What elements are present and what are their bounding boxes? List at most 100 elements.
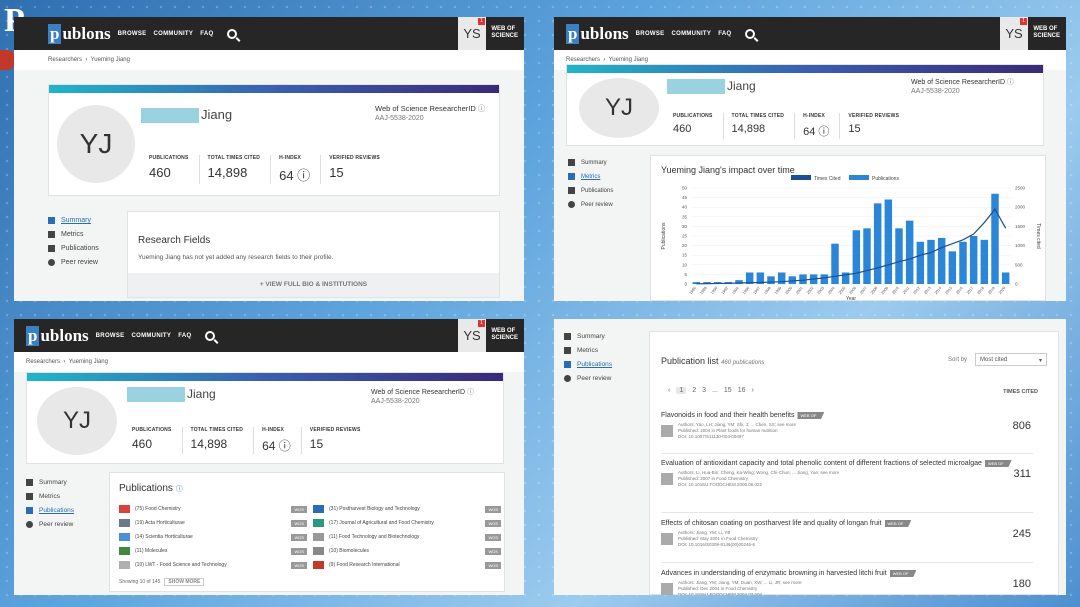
bar-publications bbox=[692, 282, 701, 284]
page-link[interactable]: ‹ bbox=[668, 387, 671, 394]
breadcrumb-researchers[interactable]: Researchers bbox=[48, 57, 83, 63]
nav-faq[interactable]: FAQ bbox=[178, 332, 192, 339]
user-avatar[interactable]: YS 1 bbox=[458, 319, 486, 352]
journal-row[interactable]: (75) Food Chemistry WOS bbox=[119, 504, 307, 514]
sidebar-item-metrics[interactable]: Metrics bbox=[568, 173, 613, 180]
show-more-button[interactable]: SHOW MORE bbox=[164, 578, 205, 586]
sidebar-item-peer-review[interactable]: Peer review bbox=[564, 375, 612, 382]
sidebar-item-metrics[interactable]: Metrics bbox=[48, 231, 99, 238]
sidebar-item-metrics[interactable]: Metrics bbox=[564, 347, 612, 354]
journal-thumbnail-icon bbox=[661, 473, 673, 485]
sidebar-item-metrics[interactable]: Metrics bbox=[26, 493, 74, 500]
grid-icon bbox=[48, 217, 55, 224]
corner-marker bbox=[0, 50, 14, 70]
wos-badge: WEB OF bbox=[889, 570, 917, 577]
sidebar-item-publications[interactable]: Publications bbox=[48, 245, 99, 252]
journal-row[interactable]: (31) Postharvest Biology and Technology W… bbox=[313, 504, 501, 514]
bar-publications bbox=[788, 276, 797, 284]
sidebar-nav: Summary Metrics Publications Peer review bbox=[568, 159, 613, 215]
y-tick-label: 45 bbox=[682, 195, 688, 200]
journal-grid: (75) Food Chemistry WOS (31) Postharvest B… bbox=[119, 504, 501, 570]
journal-row[interactable]: (14) Scientia Horticulturae WOS bbox=[119, 532, 307, 542]
sidebar-item-publications[interactable]: Publications bbox=[568, 187, 613, 194]
page-link[interactable]: ... bbox=[712, 387, 718, 394]
legend-label-publications: Publications bbox=[872, 176, 899, 182]
times-cited-value: 180 bbox=[1012, 578, 1031, 590]
user-avatar[interactable]: YS 1 bbox=[458, 17, 486, 50]
search-icon[interactable] bbox=[227, 28, 238, 39]
publication-doi[interactable]: DOI: 10.1016/J.FOODCHEM.2006.06.022 bbox=[678, 482, 763, 487]
journal-row[interactable]: (9) Food Research International WOS bbox=[313, 560, 501, 570]
grid-icon bbox=[564, 333, 571, 340]
journal-row[interactable]: (10) LWT - Food Science and Technology WO… bbox=[119, 560, 307, 570]
profile-name: Jiang bbox=[127, 387, 216, 403]
bar-publications bbox=[905, 220, 914, 284]
breadcrumb: Researchers › Yueming Jiang bbox=[14, 50, 524, 70]
bar-publications bbox=[969, 236, 978, 284]
publication-doi[interactable]: DOI: 10.1016/J.FOODCHEM.2004.02.004 bbox=[678, 592, 763, 595]
y-tick-label: 15 bbox=[682, 253, 688, 258]
nav-browse[interactable]: BROWSE bbox=[95, 332, 125, 339]
wos-link[interactable]: WEB OF SCIENCE bbox=[491, 328, 518, 341]
journal-row[interactable]: (11) Food Technology and Biotechnology WO… bbox=[313, 532, 501, 542]
nav-community[interactable]: COMMUNITY bbox=[153, 30, 194, 37]
profile-stats: PUBLICATIONS 460 TOTAL TIMES CITED 14,898 … bbox=[149, 155, 380, 184]
x-tick-label: 2011 bbox=[902, 286, 910, 295]
journal-logo-icon bbox=[313, 561, 324, 569]
sidebar-item-publications[interactable]: Publications bbox=[26, 507, 74, 514]
sidebar-item-peer-review[interactable]: Peer review bbox=[48, 259, 99, 266]
breadcrumb-researchers[interactable]: Researchers bbox=[566, 57, 601, 63]
nav-browse[interactable]: BROWSE bbox=[117, 30, 147, 37]
publons-logo[interactable]: p ublons bbox=[48, 23, 111, 44]
search-icon[interactable] bbox=[745, 28, 756, 39]
publications-fields-card: Publications ⓘ (75) Food Chemistry WOS (31… bbox=[109, 472, 505, 592]
publication-title[interactable]: Advances in understanding of enzymatic b… bbox=[661, 570, 887, 577]
nav-faq[interactable]: FAQ bbox=[718, 30, 732, 37]
wos-link[interactable]: WEB OF SCIENCE bbox=[1033, 26, 1060, 39]
journal-row[interactable]: (19) Acta Horticulturae WOS bbox=[119, 518, 307, 528]
page-link[interactable]: 3 bbox=[702, 387, 707, 394]
publons-logo[interactable]: p ublons bbox=[566, 23, 629, 44]
publication-title[interactable]: Flavonoids in food and their health bene… bbox=[661, 412, 795, 419]
nav-community[interactable]: COMMUNITY bbox=[671, 30, 712, 37]
bar-chart-icon bbox=[564, 347, 571, 354]
journal-row[interactable]: (11) Molecules WOS bbox=[119, 546, 307, 556]
sidebar-item-summary[interactable]: Summary bbox=[564, 333, 612, 340]
sidebar-item-summary[interactable]: Summary bbox=[568, 159, 613, 166]
publons-logo[interactable]: p ublons bbox=[26, 325, 89, 346]
page-link[interactable]: 2 bbox=[692, 387, 697, 394]
publication-list-card: Publication list 460 publications Sort b… bbox=[649, 331, 1059, 595]
times-cited-value: 311 bbox=[1013, 468, 1031, 480]
sidebar-item-publications[interactable]: Publications bbox=[564, 361, 612, 368]
publication-title[interactable]: Effects of chitosan coating on postharve… bbox=[661, 520, 882, 527]
sidebar-item-summary[interactable]: Summary bbox=[48, 217, 99, 224]
publication-doi[interactable]: DOI: 10.1007/S11130-004-00497 bbox=[678, 434, 744, 439]
profile-banner bbox=[49, 85, 499, 93]
page-link[interactable]: 1 bbox=[676, 387, 687, 394]
journal-row[interactable]: (10) Biomolecules WOS bbox=[313, 546, 501, 556]
page-link[interactable]: › bbox=[751, 387, 754, 394]
view-full-bio-button[interactable]: + VIEW FULL BIO & INSTITUTIONS bbox=[128, 273, 499, 297]
sort-select[interactable]: Most cited ▾ bbox=[975, 353, 1047, 366]
grid-icon bbox=[26, 479, 33, 486]
search-icon[interactable] bbox=[205, 330, 216, 341]
breadcrumb-researchers[interactable]: Researchers bbox=[26, 359, 61, 365]
publication-title[interactable]: Evaluation of antioxidant capacity and t… bbox=[661, 460, 982, 467]
nav-browse[interactable]: BROWSE bbox=[635, 30, 665, 37]
page-link[interactable]: 15 bbox=[723, 387, 732, 394]
user-avatar[interactable]: YS 1 bbox=[1000, 17, 1028, 50]
sidebar-item-peer-review[interactable]: Peer review bbox=[26, 521, 74, 528]
journal-logo-icon bbox=[119, 561, 130, 569]
y-tick-label: 50 bbox=[682, 186, 688, 191]
wos-link[interactable]: WEB OF SCIENCE bbox=[491, 26, 518, 39]
publication-doi[interactable]: DOI: 10.1016/S0308-8146(00)00246-6 bbox=[678, 542, 756, 547]
nav-community[interactable]: COMMUNITY bbox=[131, 332, 172, 339]
page-link[interactable]: 16 bbox=[737, 387, 746, 394]
grid-icon bbox=[568, 159, 575, 166]
publication-authors: Authors: Yao, LH; Jiang, YM; Shi, J; ...… bbox=[678, 422, 797, 427]
sidebar-item-peer-review[interactable]: Peer review bbox=[568, 201, 613, 208]
journal-row[interactable]: (17) Journal of Agricultural and Food Ch… bbox=[313, 518, 501, 528]
sidebar-item-summary[interactable]: Summary bbox=[26, 479, 74, 486]
x-tick-label: 2003 bbox=[817, 286, 825, 295]
nav-faq[interactable]: FAQ bbox=[200, 30, 214, 37]
